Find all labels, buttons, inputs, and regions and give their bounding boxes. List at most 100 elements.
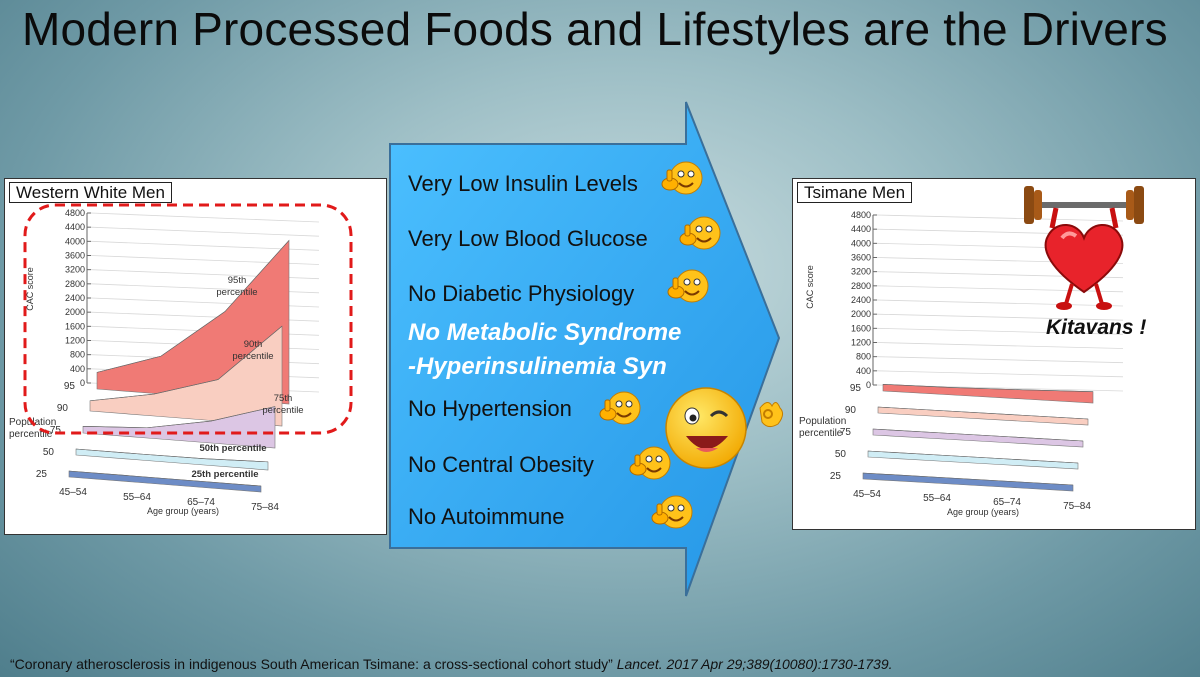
ribbon-top-25 xyxy=(68,470,262,487)
y-tick-label: 1600 xyxy=(851,323,871,333)
x-tick-label: 45–54 xyxy=(59,487,87,498)
big-arrow xyxy=(389,101,781,597)
ribbon-top-75 xyxy=(872,428,1084,442)
ribbon-top-50 xyxy=(867,450,1079,464)
y-tick-label: 2000 xyxy=(851,309,871,319)
benefit-insulin: Very Low Insulin Levels xyxy=(408,171,638,196)
grid-line xyxy=(90,240,320,251)
tsimane-chart-svg: 4800440040003600320028002400200016001200… xyxy=(799,210,1124,517)
y-tick-label: 4800 xyxy=(851,210,871,220)
y-tick-label: 800 xyxy=(70,350,85,360)
percentile-row-label: 95 xyxy=(64,381,76,392)
ribbon-top-25 xyxy=(862,472,1074,486)
western-chart-svg: 4800440040003600320028002400200016001200… xyxy=(9,203,353,516)
y-tick-label: 4400 xyxy=(65,222,85,232)
benefit-obesity: No Central Obesity xyxy=(408,452,594,477)
percentile-row-label: 25 xyxy=(36,469,48,480)
grid-line xyxy=(876,214,1124,222)
y-axis-title: CAC score xyxy=(805,265,815,309)
grid-line xyxy=(90,226,320,237)
y-tick-label: 2800 xyxy=(65,279,85,289)
kitavans-label: Kitavans ! xyxy=(1046,316,1147,339)
x-axis-title: Age group (years) xyxy=(947,507,1019,517)
percentile-row-label: 25 xyxy=(830,471,842,482)
grid-line xyxy=(876,370,1124,378)
thumbs-up-smiley-icon xyxy=(661,161,703,195)
thumbs-up-smiley-icon xyxy=(629,446,671,480)
grid-line xyxy=(876,313,1124,321)
benefit-hyperinsulinemia: -Hyperinsulinemia Syn xyxy=(408,353,667,380)
percentile-annotation: 25th percentile xyxy=(191,469,258,480)
ribbon-top-95 xyxy=(882,383,1094,392)
y-tick-label: 3200 xyxy=(851,267,871,277)
grid-line xyxy=(876,327,1124,335)
percentile-row-label: 50 xyxy=(835,449,847,460)
benefit-autoimmune: No Autoimmune xyxy=(408,504,565,529)
ribbon-face-50 xyxy=(867,450,1079,470)
percentile-row-label: 50 xyxy=(43,447,55,458)
y-tick-label: 800 xyxy=(856,352,871,362)
x-tick-label: 65–74 xyxy=(187,497,215,508)
z-axis-title: Population percentile xyxy=(799,416,846,439)
ribbon-top-90 xyxy=(877,406,1089,420)
ribbon-top-50 xyxy=(75,448,269,463)
x-tick-label: 65–74 xyxy=(993,497,1021,508)
y-tick-label: 4000 xyxy=(65,236,85,246)
thumbs-up-smiley-icon xyxy=(599,391,641,425)
western-white-men-chart: 4800 4400 4000 3600 3200 2800 2400 2000 1600 1200… xyxy=(4,178,387,535)
ribbon-face-95 xyxy=(882,383,1094,404)
x-axis-title: Age group (years) xyxy=(147,506,219,516)
y-tick-label: 4800 xyxy=(65,208,85,218)
y-tick-label: 0 xyxy=(80,378,85,388)
x-tick-label: 55–64 xyxy=(123,492,151,503)
percentile-annotation: 95th percentile xyxy=(216,275,257,298)
benefit-diabetic: No Diabetic Physiology xyxy=(408,281,635,306)
citation: “Coronary atherosclerosis in indigenous … xyxy=(10,656,893,672)
highlight-dashed-box xyxy=(23,203,353,435)
citation-source: Lancet. 2017 Apr 29;389(10080):1730-1739… xyxy=(616,656,893,672)
y-tick-label: 2400 xyxy=(65,293,85,303)
grid-line xyxy=(876,342,1124,349)
tsimane-chart-title: Tsimane Men xyxy=(797,182,913,203)
y-tick-label: 400 xyxy=(856,366,871,376)
y-tick-label: 1600 xyxy=(65,321,85,331)
ribbon-face-25 xyxy=(862,472,1074,492)
grid-line xyxy=(876,299,1124,307)
y-tick-label: 2400 xyxy=(851,295,871,305)
percentile-annotation: 50th percentile xyxy=(199,443,266,454)
z-axis-title: Population percentile xyxy=(9,417,56,440)
y-tick-label: 1200 xyxy=(65,336,85,346)
x-tick-label: 75–84 xyxy=(1063,501,1091,512)
y-tick-label: 1200 xyxy=(851,338,871,348)
winking-smiley-icon xyxy=(665,387,784,469)
y-tick-label: 400 xyxy=(70,364,85,374)
y-tick-label: 4000 xyxy=(851,238,871,248)
grid-line xyxy=(876,356,1124,364)
percentile-row-label: 90 xyxy=(845,405,857,416)
benefit-metabolic-syndrome: No Metabolic Syndrome xyxy=(408,319,682,346)
percentile-annotation: 75th percentile xyxy=(262,393,303,416)
x-tick-label: 75–84 xyxy=(251,502,279,513)
western-chart-title: Western White Men xyxy=(9,182,172,203)
y-axis-title: CAC score xyxy=(25,267,35,311)
thumbs-up-smiley-icon xyxy=(667,269,709,303)
percentile-row-label: 75 xyxy=(50,425,62,436)
tsimane-men-chart: 4800 4400 4000 3600 3200 2800 2400 2000 1600 1200… xyxy=(792,178,1196,530)
benefit-glucose: Very Low Blood Glucose xyxy=(408,226,648,251)
y-tick-label: 3600 xyxy=(65,251,85,261)
percentile-row-label: 90 xyxy=(57,403,69,414)
y-tick-label: 2800 xyxy=(851,281,871,291)
y-tick-label: 3200 xyxy=(65,265,85,275)
heart-barbell-icon xyxy=(1024,186,1144,310)
thumbs-up-smiley-icon xyxy=(679,216,721,250)
slide-title: Modern Processed Foods and Lifestyles ar… xyxy=(22,3,1168,55)
citation-text: “Coronary atherosclerosis in indigenous … xyxy=(10,656,613,672)
benefit-hypertension: No Hypertension xyxy=(408,396,572,421)
y-tick-label: 3600 xyxy=(851,253,871,263)
thumbs-up-smiley-icon xyxy=(651,495,693,529)
y-tick-label: 2000 xyxy=(65,307,85,317)
percentile-row-label: 75 xyxy=(840,427,852,438)
x-tick-label: 55–64 xyxy=(923,493,951,504)
percentile-annotation: 90th percentile xyxy=(232,339,273,362)
ribbon-face-90 xyxy=(877,406,1089,426)
